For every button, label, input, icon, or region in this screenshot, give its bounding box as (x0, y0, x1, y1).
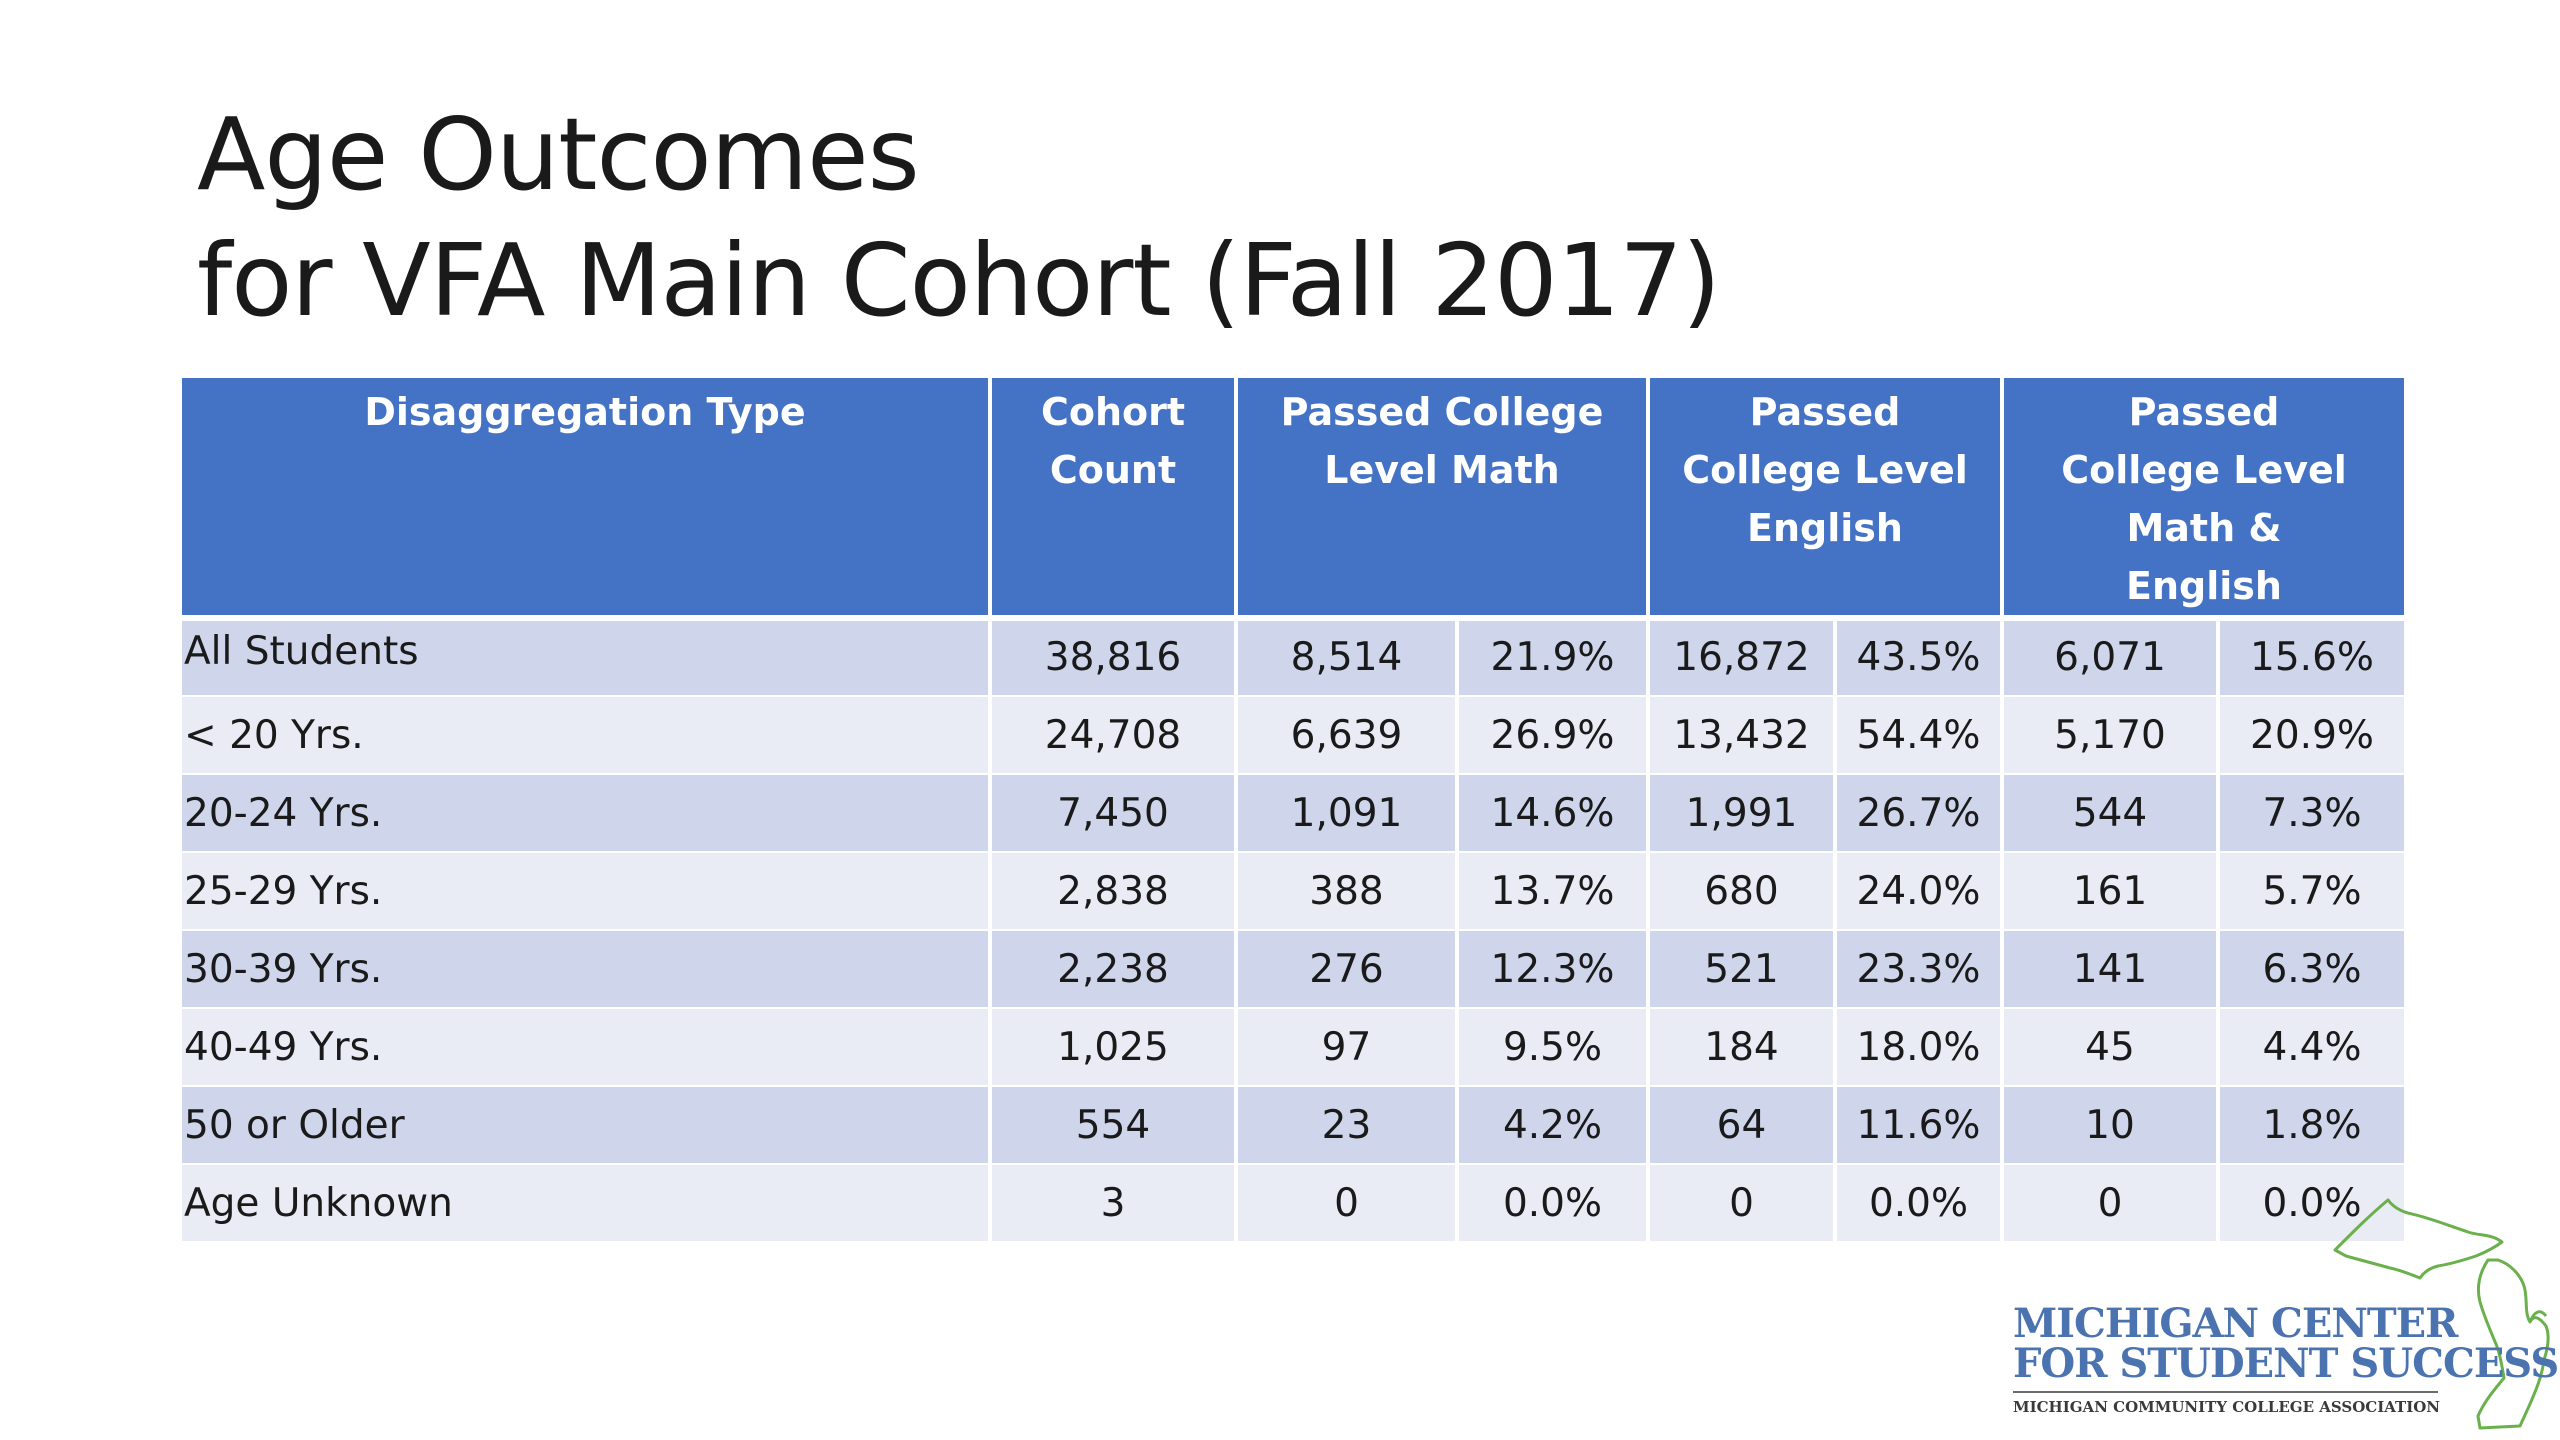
table-row: 20-24 Yrs. 7,450 1,091 14.6% 1,991 26.7% 544 7.… (182, 774, 2404, 853)
math-pct-cell: 12.3% (1457, 930, 1650, 1009)
math-pct-cell: 14.6% (1457, 774, 1650, 853)
math-pct-cell: 0.0% (1457, 1164, 1650, 1243)
english-pct-cell: 23.3% (1835, 930, 2004, 1009)
math-pct-cell: 21.9% (1457, 618, 1650, 697)
slide-title: Age Outcomes for VFA Main Cohort (Fall 2… (197, 92, 1721, 344)
math-pct-cell: 26.9% (1457, 696, 1650, 775)
table-row: 40-49 Yrs. 1,025 97 9.5% 184 18.0% 45 4.4% (182, 1008, 2404, 1087)
table-row: < 20 Yrs. 24,708 6,639 26.9% 13,432 54.4% 5,17… (182, 696, 2404, 775)
row-label-cell: 50 or Older (182, 1086, 992, 1165)
logo-divider (2013, 1391, 2438, 1393)
math-count-cell: 0 (1236, 1164, 1459, 1243)
cohort-count-cell: 2,238 (990, 930, 1238, 1009)
table-header-row: Disaggregation Type Cohort Count Passed … (182, 378, 2404, 621)
logo-line-1: MICHIGAN CENTER (2013, 1300, 2458, 1347)
row-label-cell: < 20 Yrs. (182, 696, 992, 775)
english-pct-cell: 0.0% (1835, 1164, 2004, 1243)
row-label-cell: 25-29 Yrs. (182, 852, 992, 931)
both-pct-cell: 5.7% (2218, 852, 2404, 931)
english-count-cell: 184 (1648, 1008, 1837, 1087)
header-passed-english: Passed College Level English (1648, 378, 2004, 621)
cohort-count-cell: 24,708 (990, 696, 1238, 775)
both-pct-cell: 6.3% (2218, 930, 2404, 1009)
english-pct-cell: 18.0% (1835, 1008, 2004, 1087)
logo-line-2: FOR STUDENT SUCCESS (2013, 1340, 2559, 1387)
both-pct-cell: 1.8% (2218, 1086, 2404, 1165)
michigan-center-logo: MICHIGAN CENTER FOR STUDENT SUCCESS MICH… (2010, 1190, 2560, 1440)
both-count-cell: 141 (2002, 930, 2220, 1009)
both-count-cell: 10 (2002, 1086, 2220, 1165)
math-count-cell: 6,639 (1236, 696, 1459, 775)
both-pct-cell: 7.3% (2218, 774, 2404, 853)
age-outcomes-table: Disaggregation Type Cohort Count Passed … (182, 378, 2404, 1243)
english-pct-cell: 26.7% (1835, 774, 2004, 853)
row-label-cell: 30-39 Yrs. (182, 930, 992, 1009)
english-pct-cell: 24.0% (1835, 852, 2004, 931)
math-count-cell: 97 (1236, 1008, 1459, 1087)
english-count-cell: 64 (1648, 1086, 1837, 1165)
both-pct-cell: 15.6% (2218, 618, 2404, 697)
both-count-cell: 5,170 (2002, 696, 2220, 775)
header-passed-math: Passed College Level Math (1236, 378, 1650, 621)
math-pct-cell: 9.5% (1457, 1008, 1650, 1087)
english-count-cell: 13,432 (1648, 696, 1837, 775)
table-body: All Students 38,816 8,514 21.9% 16,872 43.5% 6… (182, 618, 2404, 1243)
english-count-cell: 0 (1648, 1164, 1837, 1243)
math-count-cell: 23 (1236, 1086, 1459, 1165)
table-row: 50 or Older 554 23 4.2% 64 11.6% 10 1.8% (182, 1086, 2404, 1165)
cohort-count-cell: 38,816 (990, 618, 1238, 697)
header-passed-math-english: Passed College Level Math & English (2002, 378, 2404, 621)
english-count-cell: 1,991 (1648, 774, 1837, 853)
cohort-count-cell: 554 (990, 1086, 1238, 1165)
header-disaggregation-type: Disaggregation Type (182, 378, 992, 621)
slide-title-line-1: Age Outcomes (197, 96, 920, 213)
math-pct-cell: 4.2% (1457, 1086, 1650, 1165)
cohort-count-cell: 3 (990, 1164, 1238, 1243)
michigan-map-icon (2333, 1198, 2550, 1430)
table-row: 25-29 Yrs. 2,838 388 13.7% 680 24.0% 161 5.7% (182, 852, 2404, 931)
row-label-cell: 20-24 Yrs. (182, 774, 992, 853)
row-label-cell: All Students (182, 618, 992, 697)
math-count-cell: 276 (1236, 930, 1459, 1009)
both-count-cell: 544 (2002, 774, 2220, 853)
logo-subtitle: MICHIGAN COMMUNITY COLLEGE ASSOCIATION (2013, 1398, 2441, 1416)
both-count-cell: 0 (2002, 1164, 2220, 1243)
math-count-cell: 388 (1236, 852, 1459, 931)
table-row: Age Unknown 3 0 0.0% 0 0.0% 0 0.0% (182, 1164, 2404, 1243)
header-cohort-count: Cohort Count (990, 378, 1238, 621)
both-count-cell: 45 (2002, 1008, 2220, 1087)
row-label-cell: 40-49 Yrs. (182, 1008, 992, 1087)
math-pct-cell: 13.7% (1457, 852, 1650, 931)
cohort-count-cell: 7,450 (990, 774, 1238, 853)
english-pct-cell: 11.6% (1835, 1086, 2004, 1165)
both-count-cell: 6,071 (2002, 618, 2220, 697)
both-count-cell: 161 (2002, 852, 2220, 931)
english-count-cell: 521 (1648, 930, 1837, 1009)
math-count-cell: 1,091 (1236, 774, 1459, 853)
english-count-cell: 16,872 (1648, 618, 1837, 697)
english-pct-cell: 54.4% (1835, 696, 2004, 775)
math-count-cell: 8,514 (1236, 618, 1459, 697)
row-label-cell: Age Unknown (182, 1164, 992, 1243)
slide-title-line-2: for VFA Main Cohort (Fall 2017) (197, 222, 1721, 339)
english-count-cell: 680 (1648, 852, 1837, 931)
english-pct-cell: 43.5% (1835, 618, 2004, 697)
table-row: All Students 38,816 8,514 21.9% 16,872 43.5% 6… (182, 618, 2404, 697)
both-pct-cell: 4.4% (2218, 1008, 2404, 1087)
both-pct-cell: 20.9% (2218, 696, 2404, 775)
cohort-count-cell: 2,838 (990, 852, 1238, 931)
both-pct-cell: 0.0% (2218, 1164, 2404, 1243)
table-row: 30-39 Yrs. 2,238 276 12.3% 521 23.3% 141 6.3% (182, 930, 2404, 1009)
cohort-count-cell: 1,025 (990, 1008, 1238, 1087)
